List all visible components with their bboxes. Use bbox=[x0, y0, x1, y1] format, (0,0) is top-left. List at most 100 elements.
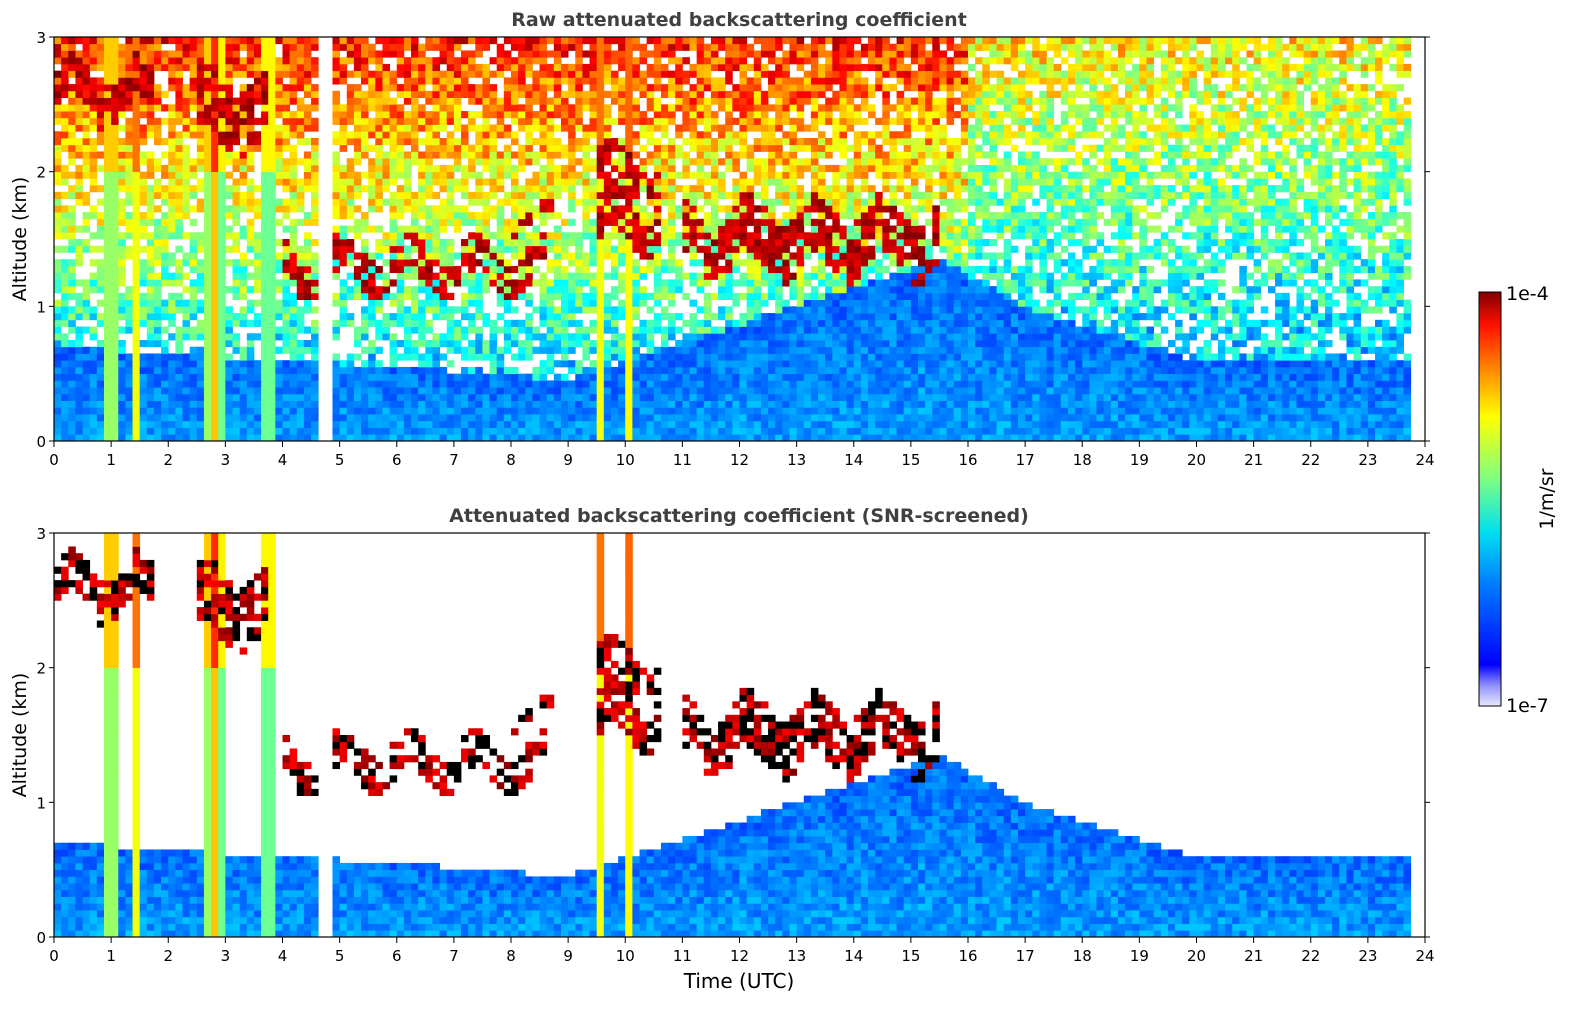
heatmap-cell bbox=[732, 212, 740, 220]
heatmap-cell bbox=[54, 407, 62, 415]
heatmap-cell bbox=[161, 117, 169, 125]
heatmap-cell bbox=[511, 340, 519, 348]
heatmap-cell bbox=[239, 286, 248, 294]
heatmap-cell bbox=[539, 286, 548, 294]
heatmap-cell bbox=[603, 407, 612, 415]
heatmap-cell bbox=[646, 245, 655, 253]
heatmap-cell bbox=[368, 70, 376, 78]
heatmap-cell bbox=[660, 326, 669, 334]
heatmap-cell bbox=[646, 265, 655, 274]
heatmap-cell bbox=[546, 380, 555, 388]
heatmap-cell bbox=[261, 185, 269, 193]
heatmap-cell bbox=[660, 366, 669, 375]
heatmap-cell bbox=[346, 319, 355, 327]
heatmap-cell bbox=[368, 265, 376, 274]
heatmap-cell bbox=[261, 313, 269, 321]
heatmap-cell bbox=[211, 265, 219, 274]
heatmap-cell bbox=[703, 259, 712, 267]
heatmap-cell bbox=[125, 124, 133, 132]
heatmap-cell bbox=[518, 427, 526, 435]
heatmap-cell bbox=[75, 333, 83, 341]
heatmap-cell bbox=[353, 111, 362, 119]
heatmap-cell bbox=[518, 272, 526, 280]
heatmap-cell bbox=[296, 420, 305, 428]
heatmap-cell bbox=[753, 414, 762, 422]
heatmap-cell bbox=[575, 77, 583, 85]
heatmap-cell bbox=[111, 178, 119, 186]
heatmap-cell bbox=[725, 144, 733, 152]
heatmap-cell bbox=[532, 245, 540, 253]
heatmap-cell bbox=[682, 185, 690, 193]
heatmap-cell bbox=[368, 158, 376, 166]
heatmap-cell bbox=[632, 393, 640, 401]
heatmap-cell bbox=[439, 427, 448, 435]
heatmap-cell bbox=[289, 171, 298, 179]
heatmap-cell bbox=[182, 373, 191, 381]
heatmap-cell bbox=[282, 50, 291, 58]
heatmap-cell bbox=[396, 138, 405, 146]
heatmap-cell bbox=[311, 252, 319, 260]
heatmap-cell bbox=[261, 259, 269, 267]
heatmap-cell bbox=[539, 84, 548, 92]
heatmap-cell bbox=[75, 380, 83, 388]
heatmap-cell bbox=[96, 138, 105, 146]
heatmap-cell bbox=[432, 245, 440, 253]
heatmap-cell bbox=[232, 366, 241, 375]
heatmap-cell bbox=[610, 158, 619, 166]
heatmap-cell bbox=[396, 407, 405, 415]
heatmap-cell bbox=[710, 232, 719, 240]
heatmap-cell bbox=[203, 97, 212, 105]
heatmap-cell bbox=[689, 185, 698, 193]
heatmap-cell bbox=[54, 299, 62, 307]
heatmap-cell bbox=[596, 420, 605, 428]
heatmap-cell bbox=[668, 191, 676, 199]
heatmap-cell bbox=[268, 393, 276, 401]
heatmap-cell bbox=[682, 245, 690, 253]
heatmap-cell bbox=[703, 43, 712, 51]
heatmap-cell bbox=[275, 400, 283, 408]
heatmap-cell bbox=[253, 279, 262, 287]
heatmap-cell bbox=[582, 346, 590, 354]
heatmap-cell bbox=[760, 97, 769, 105]
heatmap-cell bbox=[482, 373, 490, 381]
heatmap-cell bbox=[582, 380, 590, 388]
chart-title-raw: Raw attenuated backscattering coefficien… bbox=[511, 9, 967, 31]
heatmap-cell bbox=[61, 313, 69, 321]
heatmap-cell bbox=[489, 259, 498, 267]
heatmap-cell bbox=[153, 427, 162, 435]
heatmap-cell bbox=[668, 319, 676, 327]
heatmap-cell bbox=[511, 252, 519, 260]
heatmap-cell bbox=[489, 245, 498, 253]
heatmap-cell bbox=[746, 366, 755, 375]
heatmap-cell bbox=[232, 97, 241, 105]
heatmap-cell bbox=[311, 292, 319, 300]
heatmap-cell bbox=[675, 90, 683, 98]
heatmap-cell bbox=[589, 434, 598, 441]
heatmap-cell bbox=[525, 191, 533, 199]
heatmap-cell bbox=[68, 414, 76, 422]
heatmap-cell bbox=[125, 198, 133, 206]
heatmap-cell bbox=[303, 63, 312, 72]
heatmap-cell bbox=[103, 380, 112, 388]
heatmap-cell bbox=[468, 171, 476, 179]
heatmap-cell bbox=[696, 232, 705, 240]
heatmap-cell bbox=[389, 37, 398, 45]
heatmap-cell bbox=[489, 37, 498, 45]
heatmap-cell bbox=[211, 400, 219, 408]
heatmap-cell bbox=[589, 420, 598, 428]
heatmap-cell bbox=[710, 63, 719, 72]
heatmap-cell bbox=[411, 131, 419, 139]
heatmap-cell bbox=[389, 232, 398, 240]
heatmap-cell bbox=[68, 360, 76, 368]
heatmap-cell bbox=[75, 252, 83, 260]
heatmap-cell bbox=[61, 380, 69, 388]
heatmap-cell bbox=[168, 279, 176, 287]
heatmap-cell bbox=[361, 326, 369, 334]
heatmap-cell bbox=[425, 63, 433, 72]
heatmap-cell bbox=[503, 326, 512, 334]
heatmap-cell bbox=[311, 191, 319, 199]
heatmap-cell bbox=[396, 104, 405, 112]
heatmap-cell bbox=[332, 90, 341, 98]
heatmap-cell bbox=[403, 117, 412, 125]
heatmap-cell bbox=[68, 144, 76, 152]
